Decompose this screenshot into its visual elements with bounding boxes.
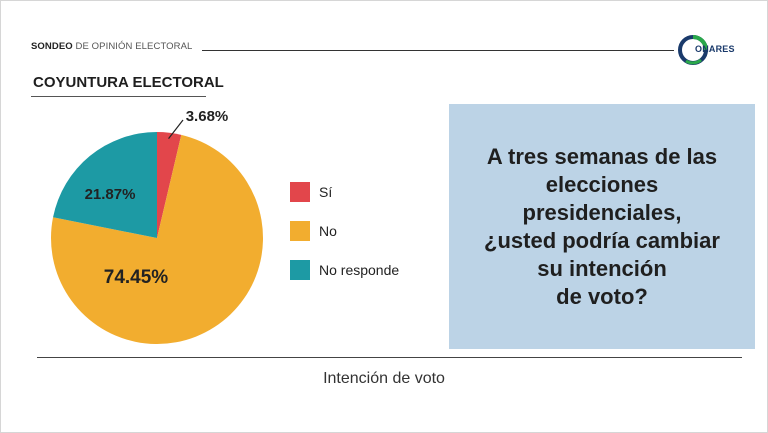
conares-logo bbox=[678, 35, 708, 65]
bottom-divider bbox=[37, 357, 742, 358]
legend-item: No responde bbox=[290, 260, 399, 280]
data-label: 3.68% bbox=[186, 108, 229, 125]
question-text: A tres semanas de las elecciones preside… bbox=[484, 143, 720, 309]
question-box: A tres semanas de las elecciones preside… bbox=[449, 104, 755, 349]
legend-item: Sí bbox=[290, 182, 399, 202]
section-title-underline bbox=[31, 96, 206, 97]
survey-header-title-rest: DE OPINIÓN ELECTORAL bbox=[75, 41, 193, 52]
survey-header-title-bold: SONDEO bbox=[31, 41, 73, 52]
data-label: 74.45% bbox=[104, 267, 169, 288]
leader-line bbox=[168, 119, 184, 140]
legend-item: No bbox=[290, 221, 399, 241]
data-label: 21.87% bbox=[85, 186, 136, 203]
section-title: COYUNTURA ELECTORAL bbox=[33, 74, 224, 91]
legend-label: No bbox=[319, 223, 337, 239]
pie-slice-no-responde bbox=[53, 132, 158, 238]
header-divider bbox=[202, 50, 674, 51]
legend-swatch bbox=[290, 182, 310, 202]
pie-chart: 3.68% 74.45% 21.87% bbox=[50, 108, 263, 344]
pie-slice-no bbox=[50, 134, 263, 344]
chart-caption: Intención de voto bbox=[323, 370, 445, 387]
pie-slice-s- bbox=[157, 132, 182, 238]
legend-swatch bbox=[290, 260, 310, 280]
legend-label: Sí bbox=[319, 184, 333, 200]
logo-text: ONARES bbox=[695, 44, 735, 54]
survey-header-title: SONDEO DE OPINIÓN ELECTORAL bbox=[31, 41, 192, 52]
legend-swatch bbox=[290, 221, 310, 241]
legend-label: No responde bbox=[319, 262, 400, 278]
chart-legend: Sí No No responde bbox=[290, 182, 399, 299]
